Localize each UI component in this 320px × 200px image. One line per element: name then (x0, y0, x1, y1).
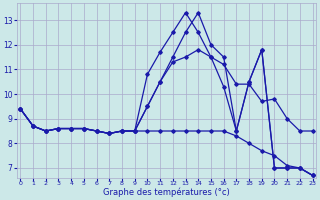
X-axis label: Graphe des températures (°c): Graphe des températures (°c) (103, 188, 230, 197)
